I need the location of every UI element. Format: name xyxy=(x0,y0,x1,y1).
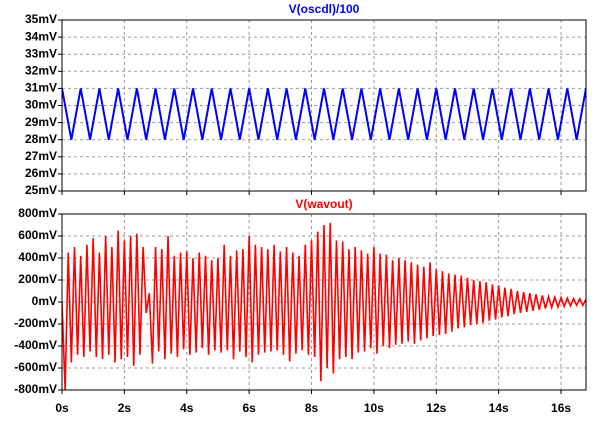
y-tick-label: 35mV xyxy=(25,12,57,26)
y-tick-label: 800mV xyxy=(18,206,57,220)
signal-trace xyxy=(62,222,586,390)
x-tick-label: 12s xyxy=(426,401,446,415)
y-tick-label: 27mV xyxy=(25,149,57,163)
y-tick-label: 400mV xyxy=(18,250,57,264)
y-tick-label: 31mV xyxy=(25,81,57,95)
y-tick-label: 26mV xyxy=(25,166,57,180)
x-tick-label: 8s xyxy=(305,401,319,415)
x-tick-label: 16s xyxy=(551,401,571,415)
x-tick-label: 10s xyxy=(364,401,384,415)
y-tick-label: 25mV xyxy=(25,183,57,197)
y-tick-label: 600mV xyxy=(18,228,57,242)
y-tick-label: 0mV xyxy=(32,294,57,308)
y-tick-label: 28mV xyxy=(25,132,57,146)
plot-frame xyxy=(61,213,587,391)
y-tick-label: 29mV xyxy=(25,115,57,129)
y-tick-label: -600mV xyxy=(14,360,57,374)
y-tick-label: -400mV xyxy=(14,338,57,352)
chart-title: V(oscdl)/100 xyxy=(289,2,360,16)
x-tick-label: 14s xyxy=(489,401,509,415)
y-tick-label: 32mV xyxy=(25,63,57,77)
x-tick-label: 6s xyxy=(242,401,256,415)
y-tick-label: 34mV xyxy=(25,29,57,43)
y-tick-label: 33mV xyxy=(25,46,57,60)
signal-trace xyxy=(62,88,586,140)
y-tick-label: 200mV xyxy=(18,272,57,286)
y-tick-label: -800mV xyxy=(14,382,57,396)
plot-frame xyxy=(61,19,587,192)
x-tick-label: 4s xyxy=(180,401,194,415)
chart-title: V(wavout) xyxy=(295,197,352,211)
y-tick-label: -200mV xyxy=(14,316,57,330)
x-tick-label: 2s xyxy=(118,401,132,415)
y-tick-label: 30mV xyxy=(25,98,57,112)
x-tick-label: 0s xyxy=(55,401,69,415)
